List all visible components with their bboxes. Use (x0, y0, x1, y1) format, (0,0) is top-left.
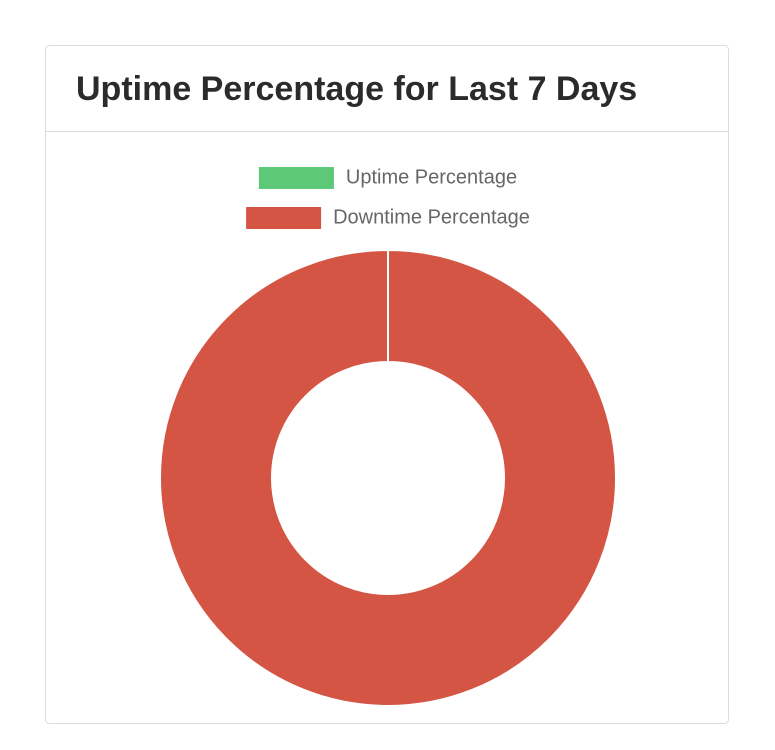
legend-swatch (258, 167, 334, 189)
legend-label: Uptime Percentage (346, 166, 517, 188)
chart-title: Uptime Percentage for Last 7 Days (76, 70, 637, 108)
legend-label: Downtime Percentage (333, 206, 530, 228)
doughnut-segment (159, 248, 617, 708)
legend-swatch (246, 207, 322, 229)
